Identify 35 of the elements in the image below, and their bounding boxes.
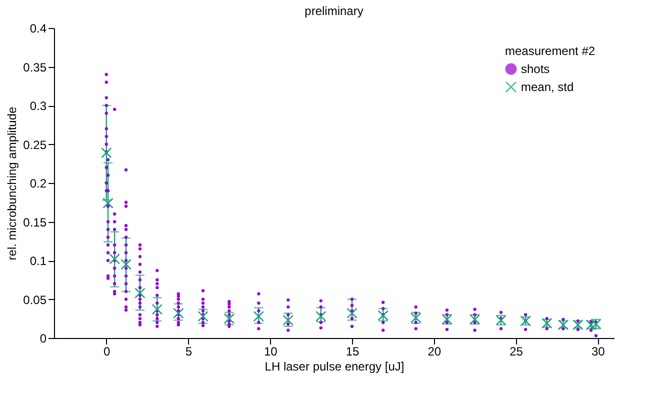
point [282,314,294,326]
y-tick-label: 0.05 [23,292,47,307]
point [120,258,132,270]
y-tick-label: 0.4 [30,22,47,36]
legend-label: mean, std [521,80,574,94]
y-tick-label: 0 [40,332,47,346]
y-axis-title: rel. microbunching amplitude [5,106,20,260]
point [378,310,389,321]
point [109,254,120,264]
y-tick-label: 0.2 [30,176,47,190]
x-tick-label: 20 [428,344,442,358]
x-tick-label: 10 [264,344,278,358]
point [346,308,358,319]
y-tick-label: 0.25 [23,138,47,152]
chart-title: preliminary [304,4,364,18]
x-tick-label: 5 [185,344,192,358]
y-tick-label: 0.3 [30,99,47,113]
point [152,304,163,315]
x-tick-label: 15 [346,344,360,358]
y-tick-label: 0.1 [30,254,47,268]
point [173,308,184,319]
point [253,310,264,322]
point [101,147,112,158]
y-tick-label: 0.35 [23,60,47,74]
y-tick-label: 0.15 [23,215,47,230]
x-axis-title: LH laser pulse energy [uJ] [264,360,404,374]
legend-title: measurement #2 [505,44,596,58]
x-tick-label: 25 [510,344,524,358]
point [316,310,326,322]
point [134,288,146,298]
x-tick-label: 30 [591,344,606,358]
point [102,198,114,209]
point [198,310,208,322]
legend-label: shots [521,62,550,76]
x-tick-label: 0 [104,344,111,358]
